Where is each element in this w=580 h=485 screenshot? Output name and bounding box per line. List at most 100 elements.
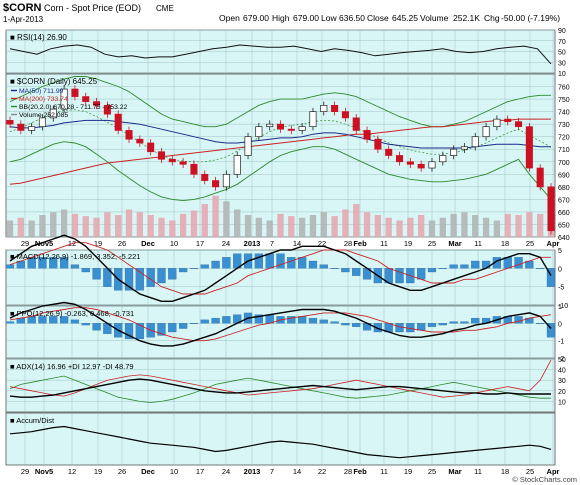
x-tick-label: 19 [94, 239, 102, 248]
x-tick-label: 19 [94, 467, 102, 476]
price-panel: 760 750 740 730 720 710 700 690 680 670 660 650 640 ■… [5, 73, 570, 242]
ppo-histogram-bar [92, 323, 101, 331]
volume-bar [190, 210, 198, 237]
macd-histogram-bar [124, 268, 134, 291]
x-tick-label: Nov5 [35, 239, 53, 248]
volume-bar [331, 216, 338, 237]
x-tick-label: 18 [501, 239, 509, 248]
volume-bar [298, 217, 306, 237]
rsi-ytick-label: 30 [558, 60, 566, 67]
adx-ytick-label: 10 [558, 399, 566, 406]
candle-body [547, 186, 555, 232]
adx-ytick-label: 30 [558, 378, 566, 385]
price-ytick-label: 650 [558, 222, 570, 229]
volume-bar [115, 215, 122, 237]
candle-body [93, 101, 101, 106]
volume-bar [353, 204, 360, 237]
ppo-histogram-bar [200, 319, 209, 324]
price-ytick-label: 720 [558, 135, 570, 142]
volume-bar [28, 220, 35, 237]
candle-body [493, 118, 501, 128]
ppo-histogram-bar [298, 316, 307, 324]
volume-bar [450, 213, 457, 237]
bb-middle-line [9, 109, 552, 163]
macd-ytick-label: 5 [558, 248, 562, 255]
price-ytick-label: 760 [558, 85, 570, 92]
x-tick-label: 26 [118, 239, 126, 248]
quote-high: 679.00 [293, 13, 319, 23]
macd-histogram-bar [5, 264, 15, 269]
x-tick-label: 19 [404, 239, 412, 248]
ppo-ytick-label: 0 [558, 321, 562, 328]
macd-histogram-bar [276, 253, 285, 269]
candle-body [439, 155, 447, 163]
candle-body [222, 173, 230, 188]
quote-chg: -50.00 (-7.19%) [501, 13, 560, 23]
macd-histogram-bar [438, 268, 447, 269]
macd-histogram-bar [211, 260, 220, 269]
x-tick-label: 14 [293, 239, 301, 248]
ppo-histogram-bar [222, 316, 231, 324]
quote-low: 636.50 [339, 13, 365, 23]
macd-histogram-bar [341, 268, 350, 273]
volume-bar [396, 220, 403, 237]
ppo-histogram-bar [460, 321, 469, 324]
candle-body [352, 117, 360, 131]
ppo-histogram-bar [471, 317, 480, 324]
ppo-histogram-bar [81, 323, 90, 326]
volume-bar [169, 220, 176, 237]
candle-body [125, 130, 133, 140]
volume-bar [234, 209, 241, 237]
volume-bar [17, 217, 25, 237]
ppo-histogram-bar [319, 319, 328, 324]
ppo-histogram-bar [124, 323, 134, 340]
x-tick-label: 11 [474, 239, 482, 248]
instrument-name: Corn - Spot Price (EOD) [44, 3, 141, 13]
x-tick-label: 24 [222, 239, 230, 248]
neg-di-line [9, 359, 552, 398]
x-tick-label: 11 [380, 239, 388, 248]
volume-bar [266, 220, 273, 237]
macd-histogram-bar [189, 268, 199, 269]
candle-body [49, 108, 57, 119]
candle-body [298, 126, 306, 131]
x-tick-label: Feb [353, 467, 367, 476]
macd-histogram-bar [298, 257, 307, 269]
ppo-histogram-bar [135, 323, 144, 340]
macd-panel: 5 0 -5 -10 ■ MACD(12,26,9) -1.869, 3.352, -5… [5, 234, 568, 310]
macd-histogram-bar [168, 268, 177, 280]
macd-histogram-bar [395, 268, 404, 284]
macd-signal-line [9, 242, 551, 295]
macd-histogram-bar [427, 268, 437, 273]
volume-bar [493, 220, 501, 237]
macd-histogram-bar [330, 268, 339, 269]
candle-body [363, 130, 371, 140]
macd-histogram-bar [460, 264, 469, 269]
rsi-ytick-label: 10 [558, 71, 566, 78]
ppo-histogram-bar [352, 323, 361, 327]
macd-ytick-label: -5 [558, 285, 564, 292]
price-legend: ■ $CORN (Daily) 645.25 MA(50) 711.99MA(20… [10, 77, 128, 119]
symbol-title: $CORN [3, 2, 42, 14]
volume-bar [39, 215, 46, 237]
volume-bar [342, 209, 349, 237]
macd-histogram-bar [254, 253, 263, 269]
volume-bar [244, 215, 252, 237]
candle-body [6, 120, 14, 125]
price-legend-entry: Volume 252,085 [19, 112, 68, 119]
x-tick-label: Mar [448, 239, 461, 248]
volume-bar [50, 212, 57, 237]
ppo-ytick-label: -1 [558, 339, 564, 346]
ma200-line [9, 118, 551, 185]
x-tick-label: 7 [270, 239, 274, 248]
volume-bar [504, 213, 511, 237]
x-tick-label: 28 [344, 239, 352, 248]
x-tick-label: 25 [526, 467, 534, 476]
candle-body [255, 126, 263, 138]
x-tick-label: 24 [222, 467, 230, 476]
macd-histogram-bar [319, 264, 328, 269]
ma50-line [9, 119, 551, 149]
x-tick-label: 2013 [244, 239, 261, 248]
x-tick-label: 2013 [244, 467, 261, 476]
volume-bar [374, 215, 382, 237]
